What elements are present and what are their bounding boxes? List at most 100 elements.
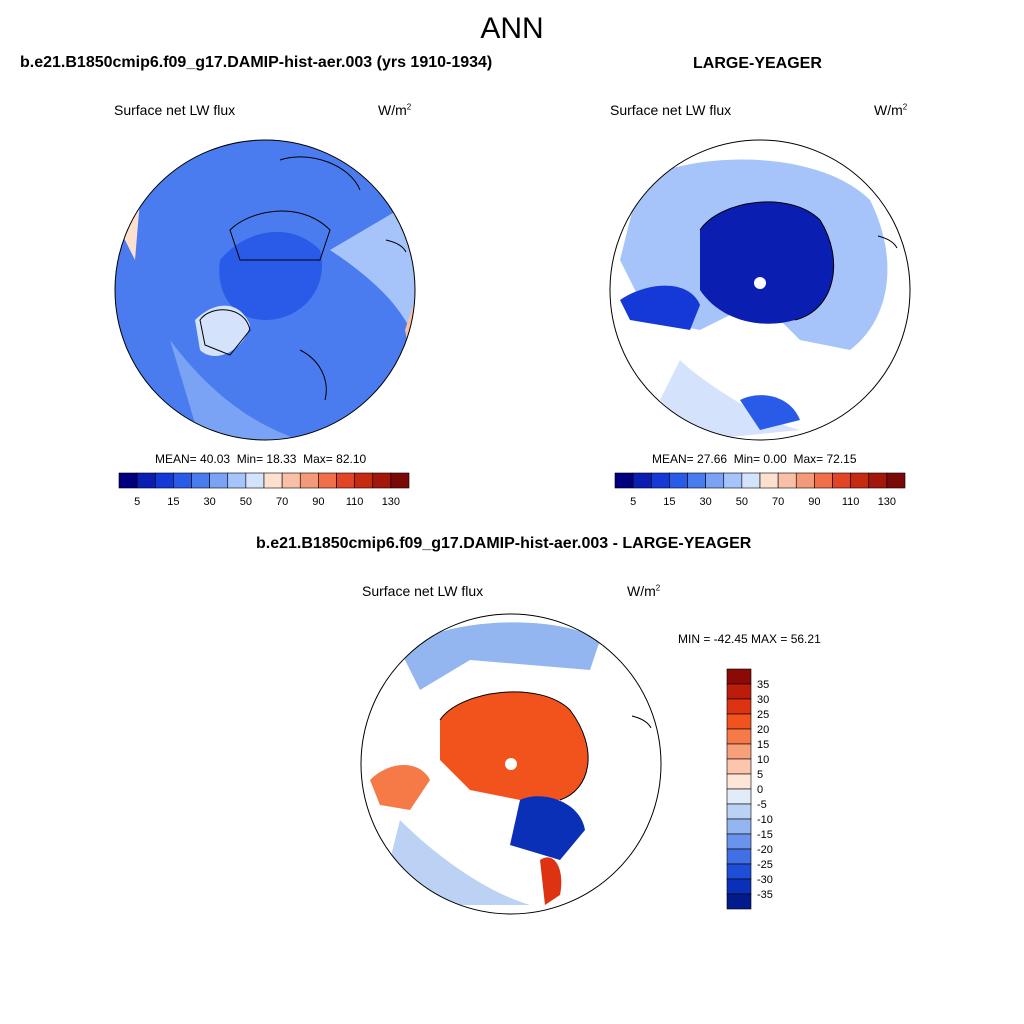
diff-colorbar-swatch — [726, 893, 752, 910]
right-colorbar-swatch — [832, 472, 851, 489]
right-stats: MEAN= 27.66 Min= 0.00 Max= 72.15 — [652, 452, 857, 466]
left-colorbar-tick-label: 50 — [240, 496, 252, 508]
right-case-title: LARGE-YEAGER — [693, 55, 822, 72]
diff-colorbar-tick-label: -15 — [757, 829, 773, 841]
left-field-region-arctic-core — [219, 231, 322, 320]
left-coastline-edge — [385, 239, 407, 253]
right-variable-label: Surface net LW flux — [610, 102, 732, 118]
right-colorbar-swatch — [687, 472, 706, 489]
left-colorbar-tick-label: 110 — [346, 496, 364, 508]
diff-colorbar-swatch — [726, 833, 752, 850]
diff-field-region-warm-south — [540, 857, 562, 905]
diff-colorbar-tick-label: 0 — [757, 784, 763, 796]
diff-colorbar-swatch — [726, 863, 752, 880]
left-map-boundary — [114, 139, 416, 441]
diff-colorbar-tick-label: -20 — [757, 844, 773, 856]
right-colorbar-swatch — [795, 472, 815, 489]
diff-colorbar-swatch — [726, 803, 752, 820]
right-coastline-edge — [877, 235, 898, 249]
left-case-title: b.e21.B1850cmip6.f09_g17.DAMIP-hist-aer.… — [20, 54, 493, 71]
left-field-region-atlantic — [330, 200, 415, 340]
right-colorbar-tick-label: 50 — [736, 496, 748, 508]
right-colorbar-swatch — [705, 472, 725, 489]
right-colorbar: 5 15 30 50 70 90 110 130 — [614, 472, 906, 508]
left-colorbar-swatch — [336, 472, 355, 489]
diff-colorbar-tick-label: 25 — [757, 709, 769, 721]
diff-colorbar-swatch — [726, 848, 752, 865]
left-coastline-north — [279, 156, 361, 191]
right-colorbar-tick-label: 90 — [808, 496, 820, 508]
diff-variable-label: Surface net LW flux — [362, 583, 484, 599]
diff-field-region-north-blue — [400, 622, 600, 690]
diff-colorbar-swatch — [726, 713, 752, 730]
right-colorbar-swatch — [777, 472, 797, 489]
diff-colorbar-tick-label: 15 — [757, 739, 769, 751]
diff-colorbar-swatch — [726, 788, 752, 805]
diff-colorbar-tick-label: -35 — [757, 889, 773, 901]
left-colorbar-swatch — [281, 472, 301, 489]
left-colorbar-swatch — [136, 472, 156, 489]
diff-colorbar-tick-label: -25 — [757, 859, 773, 871]
left-colorbar-swatch — [245, 472, 265, 489]
left-colorbar-tick-label: 70 — [276, 496, 288, 508]
right-colorbar-swatch — [669, 472, 688, 489]
right-field-region-ice-core — [700, 201, 834, 324]
left-colorbar-swatch — [299, 472, 319, 489]
diff-colorbar-swatch — [726, 878, 752, 895]
diff-colorbar-swatch — [726, 728, 752, 745]
right-colorbar-tick-label: 130 — [878, 496, 896, 508]
figure-title: ANN — [480, 12, 544, 45]
right-map-boundary — [609, 139, 911, 441]
left-colorbar-tick-label: 130 — [382, 496, 400, 508]
left-colorbar-swatch — [263, 472, 283, 489]
diff-colorbar-swatch — [726, 758, 752, 775]
left-colorbar-tick-label: 5 — [134, 496, 140, 508]
left-colorbar-tick-label: 15 — [167, 496, 179, 508]
left-coastline-south — [299, 349, 327, 401]
diff-colorbar-tick-label: 35 — [757, 679, 769, 691]
left-field-region-greenland — [195, 305, 250, 356]
left-colorbar-swatch — [227, 472, 247, 489]
left-colorbar-swatch — [372, 472, 392, 489]
diff-colorbar: 35 30 25 20 15 10 5 0 -5 -10 -15 -20 -25 -30 -35 — [726, 668, 773, 910]
left-polar-map — [114, 139, 416, 441]
right-colorbar-tick-label: 15 — [663, 496, 675, 508]
right-colorbar-swatch — [868, 472, 888, 489]
diff-colorbar-tick-label: -10 — [757, 814, 773, 826]
right-colorbar-swatch — [650, 472, 670, 489]
diff-coastline-shape — [439, 691, 589, 801]
left-coastline-greenland — [199, 309, 251, 356]
left-coastline-shape — [229, 210, 331, 261]
diff-field-region-cool-east — [510, 796, 585, 860]
diff-colorbar-swatch — [726, 773, 752, 790]
left-colorbar: 5 15 30 50 70 90 110 130 — [118, 472, 410, 508]
left-colorbar-swatch — [118, 472, 138, 489]
left-colorbar-swatch — [191, 472, 210, 489]
right-colorbar-swatch — [723, 472, 743, 489]
diff-map-boundary — [360, 613, 662, 915]
left-colorbar-swatch — [354, 472, 374, 489]
left-colorbar-swatch — [390, 472, 410, 489]
right-coastline-shape — [699, 201, 835, 321]
diff-units-label: W/m2 — [627, 583, 661, 599]
right-field-region-east-fringe — [740, 395, 800, 430]
diff-colorbar-swatch — [726, 683, 752, 700]
diff-colorbar-swatch — [726, 818, 752, 835]
diff-case-title: b.e21.B1850cmip6.f09_g17.DAMIP-hist-aer.… — [256, 535, 752, 552]
right-colorbar-tick-label: 30 — [700, 496, 712, 508]
diff-colorbar-tick-label: 5 — [757, 769, 763, 781]
right-units-label: W/m2 — [874, 102, 908, 118]
right-colorbar-swatch — [850, 472, 870, 489]
diff-colorbar-tick-label: 30 — [757, 694, 769, 706]
diff-coastline-edge — [631, 715, 652, 729]
right-colorbar-swatch — [814, 472, 833, 489]
right-colorbar-swatch — [759, 472, 779, 489]
right-field-region-west-ice — [620, 285, 700, 330]
diff-colorbar-tick-label: 10 — [757, 754, 769, 766]
left-stats: MEAN= 40.03 Min= 18.33 Max= 82.10 — [155, 452, 367, 466]
right-colorbar-swatch — [886, 472, 906, 489]
right-colorbar-swatch — [614, 472, 634, 489]
right-colorbar-swatch — [741, 472, 761, 489]
right-colorbar-swatch — [632, 472, 652, 489]
